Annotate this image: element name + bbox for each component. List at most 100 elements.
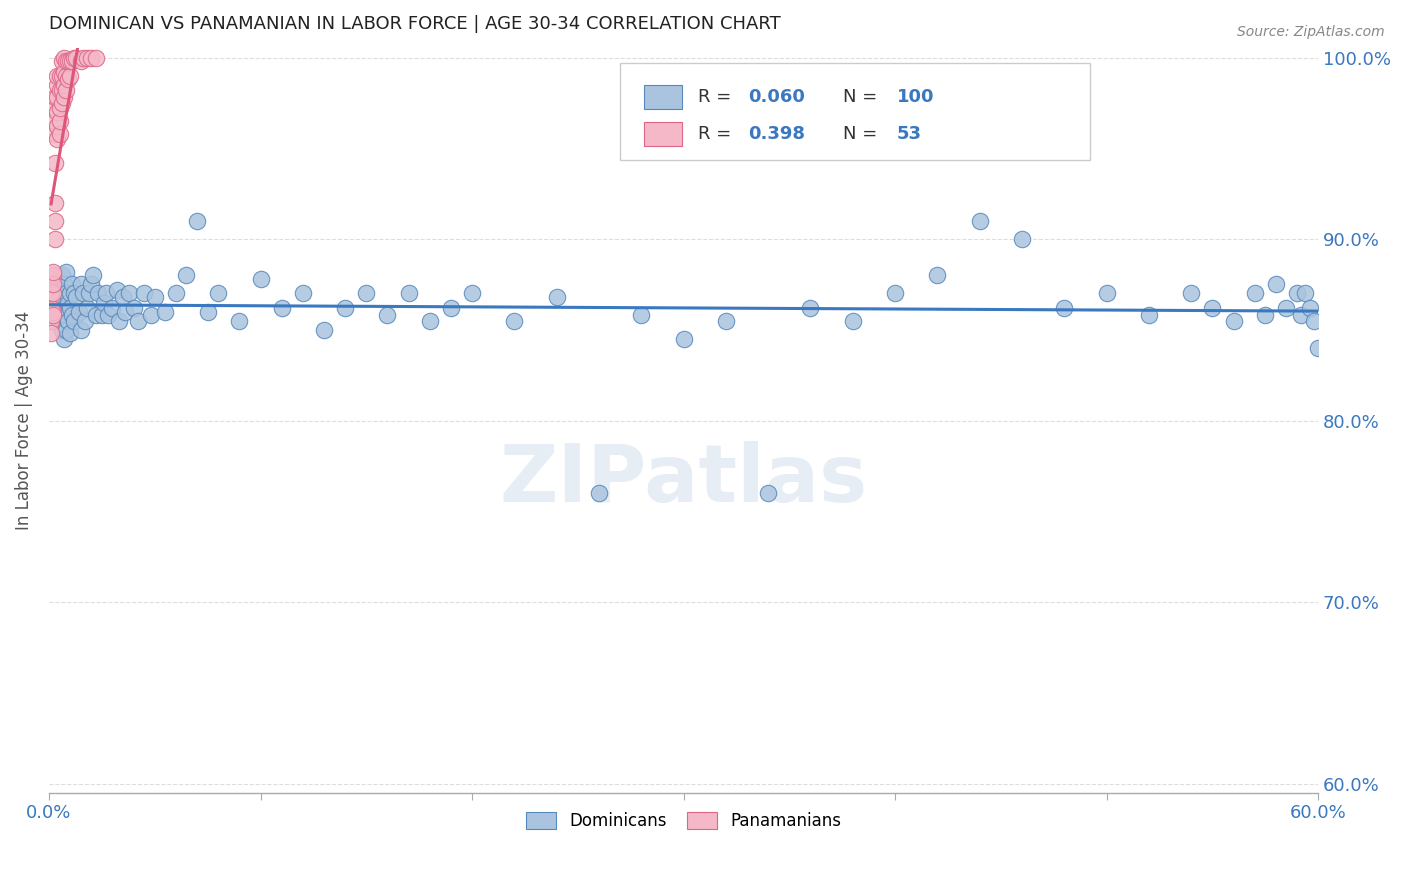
Text: 53: 53 xyxy=(897,125,922,143)
Point xyxy=(48,69,70,83)
Point xyxy=(842,314,865,328)
Point xyxy=(42,265,65,279)
Point xyxy=(42,304,65,318)
Point xyxy=(143,290,166,304)
Point xyxy=(63,314,86,328)
Text: 0.060: 0.060 xyxy=(748,87,806,106)
Point xyxy=(270,301,292,315)
Point xyxy=(44,114,66,128)
Point xyxy=(39,326,62,341)
Point xyxy=(1298,301,1320,315)
Point xyxy=(461,286,484,301)
Point xyxy=(207,286,229,301)
Point xyxy=(1201,301,1223,315)
Point xyxy=(127,314,149,328)
Point xyxy=(46,78,69,92)
Point xyxy=(46,295,69,310)
Point xyxy=(114,304,136,318)
Point xyxy=(927,268,949,283)
Point xyxy=(799,301,821,315)
Point xyxy=(42,308,65,322)
Point xyxy=(46,90,69,104)
Point xyxy=(59,69,82,83)
Point xyxy=(77,286,100,301)
Point xyxy=(44,90,66,104)
Point xyxy=(82,268,104,283)
Point xyxy=(884,286,907,301)
Point xyxy=(503,314,526,328)
Point xyxy=(176,268,198,283)
Point xyxy=(55,54,77,69)
Point xyxy=(93,295,115,310)
Point xyxy=(1011,232,1033,246)
Point xyxy=(1285,286,1308,301)
Point xyxy=(55,323,77,337)
Point xyxy=(756,486,779,500)
Point xyxy=(84,50,107,64)
Point xyxy=(55,265,77,279)
Point xyxy=(46,69,69,83)
Point xyxy=(139,308,162,322)
Point xyxy=(52,90,75,104)
Point xyxy=(48,283,70,297)
Point xyxy=(97,308,120,322)
Point xyxy=(42,277,65,292)
Point xyxy=(1053,301,1076,315)
Point xyxy=(42,314,65,328)
Point xyxy=(377,308,399,322)
Point xyxy=(51,268,73,283)
Point xyxy=(52,50,75,64)
Point xyxy=(291,286,314,301)
Point xyxy=(48,127,70,141)
Point xyxy=(46,132,69,146)
Point xyxy=(80,277,103,292)
Point xyxy=(42,268,65,283)
Legend: Dominicans, Panamanians: Dominicans, Panamanians xyxy=(519,805,848,837)
Point xyxy=(44,214,66,228)
Point xyxy=(546,290,568,304)
Point xyxy=(80,50,103,64)
Point xyxy=(969,214,991,228)
Point xyxy=(56,72,79,87)
Point xyxy=(249,272,271,286)
Point xyxy=(46,304,69,318)
Point xyxy=(46,105,69,120)
Point xyxy=(65,50,87,64)
Point xyxy=(73,314,96,328)
Text: N =: N = xyxy=(844,87,883,106)
Point xyxy=(398,286,420,301)
Point xyxy=(44,127,66,141)
Point xyxy=(48,308,70,322)
Point xyxy=(165,286,187,301)
Point xyxy=(44,232,66,246)
Point xyxy=(55,308,77,322)
Point xyxy=(1137,308,1160,322)
Point xyxy=(51,95,73,110)
Point xyxy=(155,304,177,318)
Point xyxy=(55,286,77,301)
Point xyxy=(1303,314,1326,328)
Text: R =: R = xyxy=(697,87,737,106)
Point xyxy=(60,308,83,322)
Point xyxy=(72,286,94,301)
Point xyxy=(44,277,66,292)
Text: Source: ZipAtlas.com: Source: ZipAtlas.com xyxy=(1237,25,1385,39)
Point xyxy=(1275,301,1298,315)
Point xyxy=(39,314,62,328)
Point xyxy=(59,301,82,315)
Point xyxy=(56,314,79,328)
Point xyxy=(333,301,356,315)
FancyBboxPatch shape xyxy=(620,63,1090,160)
Text: ZIPatlas: ZIPatlas xyxy=(499,441,868,519)
Text: R =: R = xyxy=(697,125,737,143)
Point xyxy=(69,277,91,292)
Point xyxy=(122,301,145,315)
Point xyxy=(39,272,62,286)
Point xyxy=(67,304,90,318)
Point xyxy=(1294,286,1316,301)
Point xyxy=(60,277,83,292)
Point xyxy=(52,301,75,315)
Point xyxy=(44,286,66,301)
Point xyxy=(76,301,98,315)
Point xyxy=(63,50,86,64)
